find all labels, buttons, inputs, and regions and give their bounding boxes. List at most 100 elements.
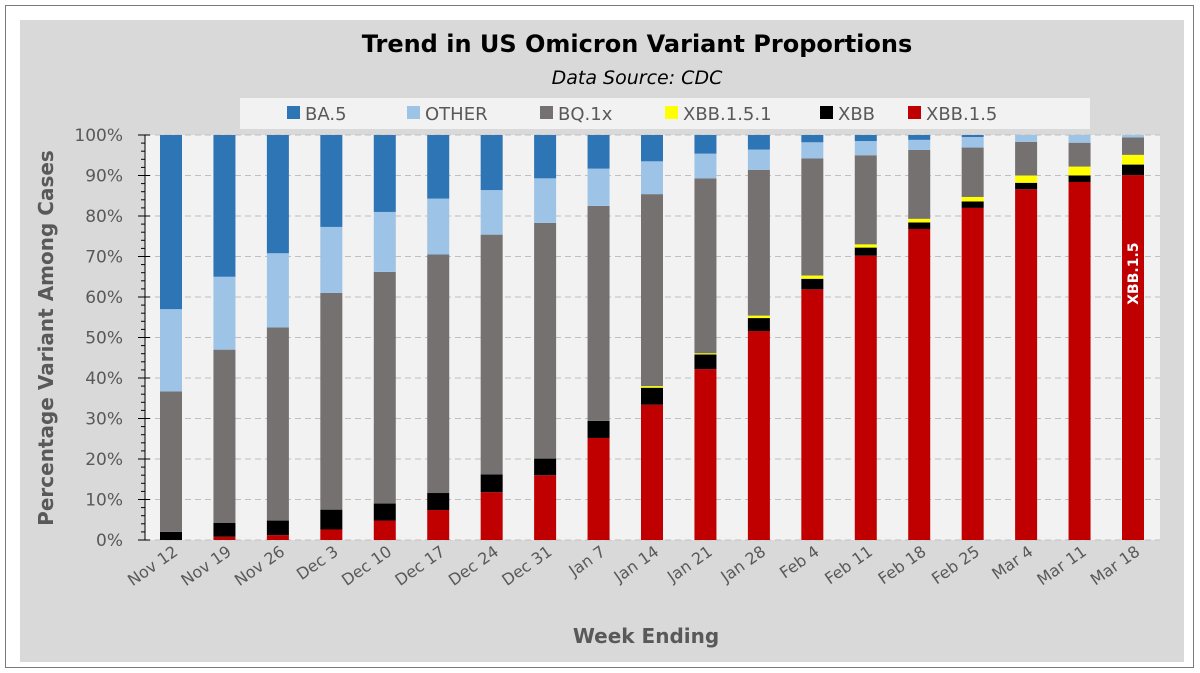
bar-stack-jan-14 [641,135,663,540]
bar-segment-xbb [320,509,343,530]
bar-segment-ba-5 [534,135,557,179]
bar-stack-dec-3 [320,135,343,540]
bar-segment-xbb [694,354,717,370]
bar-segment-other [961,137,984,148]
x-tick-label: Feb 4 [776,542,823,583]
bar-segment-other [427,198,450,255]
bar-segment-bq-1x [801,158,824,276]
bar-stack-dec-24 [480,135,503,540]
bar-stack-feb-25 [961,135,984,540]
x-tick-label: Nov 26 [231,542,288,590]
y-axis: 0% 10% 20% 30% 40% 50% 60% 70% 80% 90% 100% [74,126,150,551]
bar-stack-dec-31 [534,135,557,540]
bar-segment-xbb [587,420,610,438]
chart-title: Trend in US Omicron Variant Proportions [362,30,913,58]
bar-stack-nov-19 [213,135,236,540]
bar-stack-feb-4 [801,135,824,540]
y-tick-label: 30% [85,410,123,430]
bar-segment-other [1015,135,1038,142]
bar-segment-xbb [480,474,503,493]
bar-segment-ba-5 [213,135,236,277]
bar-segment-bq-1x [1015,141,1038,176]
bar-segment-bq-1x [213,349,236,523]
y-tick-label: 40% [85,369,123,389]
bar-segment-ba-5 [480,135,503,191]
bar-segment-bq-1x [160,391,182,532]
gridlines [145,134,1160,541]
bar-segment-xbb-1-5 [641,404,663,540]
bar-segment-ba-5 [801,135,824,143]
bar-segment-xbb [908,222,931,229]
bar-segment-xbb [854,247,877,256]
bar-segment-xbb-1-5-1 [641,386,663,388]
y-tick-label: 0% [96,531,123,551]
y-tick-label: 50% [85,329,123,349]
bar-segment-xbb-1-5 [1068,181,1091,541]
bar-segment-other [160,309,182,392]
bar-segment-xbb [1015,182,1038,190]
bars [160,135,1144,541]
x-tick-label: Dec 31 [498,542,555,590]
bar-segment-xbb-1-5 [266,535,289,540]
x-tick-label: Nov 19 [177,542,234,590]
bar-segment-bq-1x [1068,142,1091,167]
bar-segment-other [213,276,236,350]
bar-segment-xbb-1-5 [854,255,877,540]
bar-segment-xbb-1-5-1 [908,218,931,223]
y-tick-label: 60% [85,288,123,308]
bar-stack-jan-7 [587,135,610,540]
bar-segment-xbb-1-5-1 [1015,175,1038,183]
legend-label: BA.5 [305,104,347,125]
bar-segment-xbb-1-5 [480,492,503,540]
bar-segment-xbb-1-5-1 [801,275,824,279]
bar-segment-other [1068,135,1091,143]
bar-segment-ba-5 [160,135,182,310]
legend-item-other: OTHER [407,104,488,125]
y-tick-label: 70% [85,248,123,268]
bar-segment-xbb-1-5 [373,520,396,540]
bar-segment-ba-5 [427,135,450,199]
bar-stack-jan-21 [694,135,717,540]
bar-segment-xbb [160,531,182,540]
bar-segment-xbb-1-5 [1015,189,1038,540]
bar-segment-xbb [747,318,770,332]
legend-swatch [908,106,921,119]
legend: BA.5 OTHER BQ.1x XBB.1.5.1 XBB XBB.1.5 [287,104,997,125]
bar-segment-other [801,142,824,159]
y-tick-label: 10% [85,491,123,511]
y-tick-label: 100% [74,126,123,146]
x-tick-label: Feb 25 [928,542,983,588]
bar-segment-xbb [1068,175,1091,182]
legend-label: OTHER [425,104,488,125]
bar-segment-xbb-1-5 [1122,175,1144,540]
bar-segment-bq-1x [266,327,289,521]
bar-segment-xbb-1-5-1 [854,244,877,248]
legend-swatch [665,106,678,119]
bar-segment-ba-5 [694,135,717,154]
bar-segment-bq-1x [961,147,984,197]
legend-item-xbb-1-5: XBB.1.5 [908,104,997,125]
bar-segment-other [854,141,877,156]
bar-segment-ba-5 [320,135,343,227]
bar-segment-ba-5 [961,135,984,138]
bar-stack-nov-26 [266,135,289,540]
bar-segment-xbb-1-5 [213,536,236,540]
bar-segment-bq-1x [854,155,877,245]
bar-segment-xbb [641,387,663,405]
bar-segment-ba-5 [373,135,396,212]
bar-segment-xbb-1-5 [747,331,770,540]
legend-label: BQ.1x [558,104,613,125]
legend-swatch [287,106,300,119]
x-tick-label: Jan 21 [663,542,716,587]
x-tick-label: Mar 4 [988,542,1036,584]
x-tick-label: Jan 14 [610,542,663,587]
chart-subtitle: Data Source: CDC [552,67,723,89]
legend-item-xbb-1-5-1: XBB.1.5.1 [665,104,772,125]
bar-segment-ba-5 [747,135,770,150]
bar-segment-ba-5 [587,135,610,169]
x-tick-label: Dec 3 [293,542,342,584]
x-tick-label: Nov 12 [124,542,181,590]
bar-segment-bq-1x [908,149,931,219]
bar-segment-bq-1x [534,222,557,459]
